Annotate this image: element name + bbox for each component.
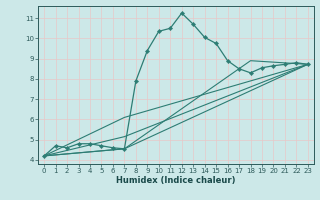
X-axis label: Humidex (Indice chaleur): Humidex (Indice chaleur) xyxy=(116,176,236,185)
